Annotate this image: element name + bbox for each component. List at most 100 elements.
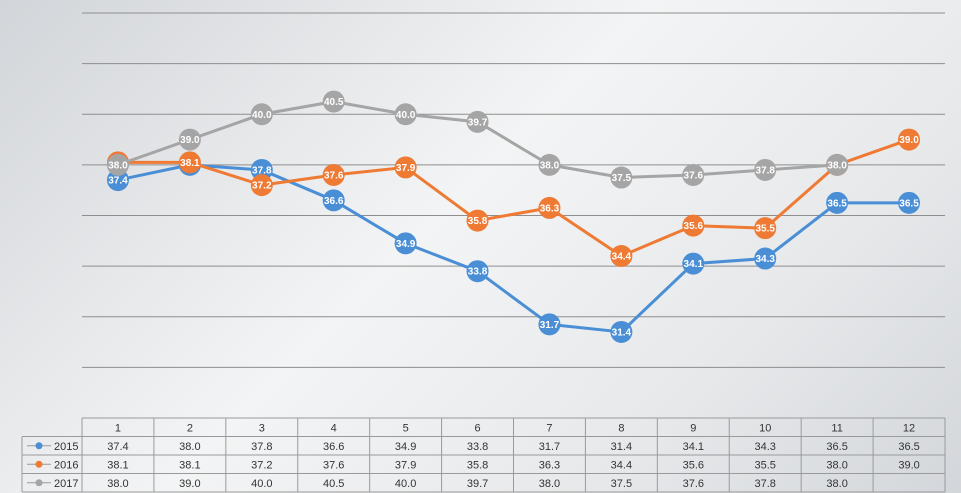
data-label-2015: 33.8: [468, 267, 488, 278]
data-point-2015: [682, 252, 705, 275]
data-point-2017: [394, 103, 417, 126]
data-point-2015: [538, 313, 561, 336]
legend-swatch-marker: [35, 460, 43, 468]
data-label-2016: 34.4: [612, 252, 632, 263]
data-point-2015: [610, 320, 633, 343]
series-2015: 37.4 38.0 37.8 36.6 34.9 33.8 31.7 31.4 34.1 34.3…: [106, 153, 921, 343]
table-cell: 40.0: [395, 478, 416, 490]
data-point-2016: [610, 245, 633, 267]
data-label-2016: 38.1: [180, 158, 200, 169]
table-cell: 34.9: [395, 441, 416, 453]
data-label-2017: 40.0: [252, 110, 272, 121]
data-point-2016: [394, 156, 417, 179]
table-cell: 34.4: [611, 459, 632, 471]
data-point-2016: [898, 128, 921, 151]
data-label-2017: 38.0: [827, 160, 847, 171]
data-label-2016: 35.6: [684, 221, 704, 232]
table-cell: 37.5: [611, 478, 632, 490]
data-point-2016: [250, 174, 273, 197]
data-point-2015: [826, 191, 849, 214]
data-label-2017: 38.0: [108, 160, 128, 171]
table-cell: 38.1: [179, 459, 200, 471]
data-label-2017: 37.6: [684, 171, 704, 182]
data-label-2016: 36.3: [540, 203, 560, 214]
data-label-2017: 37.8: [755, 165, 775, 176]
data-point-2017: [682, 164, 705, 186]
tick-label: 10: [759, 422, 771, 434]
legend-entry-2016: 2016: [27, 459, 78, 471]
table-cell: 33.8: [467, 441, 488, 453]
tick-label: 11: [831, 422, 842, 434]
data-point-2017: [322, 90, 345, 113]
table-cell: 39.0: [898, 459, 919, 471]
series-line-2016: [116, 138, 911, 258]
data-point-2016: [322, 164, 345, 186]
table-cell: 31.4: [611, 441, 632, 453]
table-cell: 38.0: [179, 441, 200, 453]
data-label-2015: 34.9: [396, 239, 416, 250]
data-point-2017: [178, 128, 201, 151]
table-cell: 38.0: [107, 478, 128, 490]
data-label-2017: 38.0: [540, 160, 560, 171]
table-cell: 37.6: [683, 478, 704, 490]
data-point-2017: [106, 153, 129, 176]
data-label-2016: 37.2: [252, 181, 272, 192]
table-cell: 37.4: [107, 441, 128, 453]
table-cell: 39.0: [179, 478, 200, 490]
data-point-2015: [466, 260, 489, 283]
table-cell: 35.6: [683, 459, 704, 471]
table-cell: 37.6: [323, 459, 344, 471]
table-cell: 38.1: [107, 459, 128, 471]
tick-label: 9: [690, 422, 696, 434]
data-label-2015: 36.5: [827, 198, 847, 209]
data-point-2016: [754, 217, 777, 240]
series-2017: 38.0 39.0 40.0 40.5 40.0 39.7 38.0 37.5 37.6 37.8…: [106, 90, 849, 189]
data-point-2015: [898, 191, 921, 214]
data-point-2016: [178, 151, 201, 174]
data-point-2017: [250, 103, 273, 126]
tick-label: 7: [546, 422, 552, 434]
data-point-2017: [826, 153, 849, 176]
legend-entry-2015: 2015: [27, 441, 78, 453]
legend-entry-2017: 2017: [27, 478, 78, 490]
data-point-2015: [106, 169, 129, 192]
series-2016: 38.138.137.237.637.935.836.334.435.635.5…: [106, 128, 921, 267]
table-cell: 40.5: [323, 478, 344, 490]
table-cell: 34.3: [754, 441, 775, 453]
data-point-2016: [682, 214, 705, 237]
data-label-2016: 37.6: [324, 171, 344, 182]
table-cell: 34.1: [683, 441, 704, 453]
table-cell: 40.0: [251, 478, 272, 490]
data-point-2017: [538, 153, 561, 176]
legend-label: 2015: [54, 441, 78, 453]
legend-swatch-marker: [35, 442, 43, 450]
data-label-2017: 39.0: [180, 135, 200, 146]
table-cell: 35.8: [467, 459, 488, 471]
series-layer: 37.4 38.0 37.8 36.6 34.9 33.8 31.7 31.4 34.1 34.3…: [106, 90, 921, 343]
legend-label: 2017: [54, 478, 78, 490]
data-label-2015: 31.4: [612, 327, 632, 338]
data-label-2017: 37.5: [612, 173, 632, 184]
data-label-2015: 34.1: [684, 259, 704, 270]
table-cell: 35.5: [754, 459, 775, 471]
data-point-2016: [538, 196, 561, 219]
data-label-2015: 31.7: [540, 320, 560, 331]
table-cell: 38.0: [826, 478, 847, 490]
table-cell: 37.8: [251, 441, 272, 453]
data-point-2017: [610, 166, 633, 189]
tick-label: 5: [403, 422, 409, 434]
data-label-2015: 37.4: [108, 176, 128, 187]
data-label-2016: 35.8: [468, 216, 488, 227]
table-cell: 37.9: [395, 459, 416, 471]
gridlines: [82, 12, 945, 368]
data-point-2017: [754, 158, 777, 181]
tick-label: 2: [187, 422, 193, 434]
table-cell: 36.5: [898, 441, 919, 453]
table-cell: 39.7: [467, 478, 488, 490]
data-point-2016: [466, 209, 489, 232]
table-cell: 37.8: [754, 478, 775, 490]
table-cell: 36.5: [826, 441, 847, 453]
data-point-2015: [754, 247, 777, 270]
